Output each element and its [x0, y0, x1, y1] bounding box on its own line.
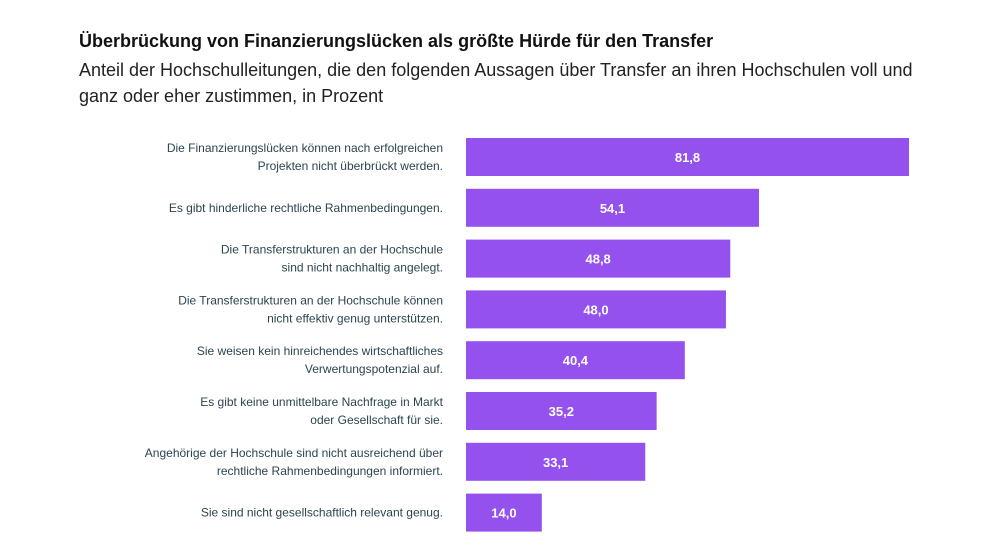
bar-value-label: 54,1 [600, 201, 625, 216]
bar [466, 341, 685, 380]
bar [466, 188, 759, 227]
bar-value-label: 35,2 [549, 404, 574, 419]
chart-title: Überbrückung von Finanzierungslücken als… [79, 31, 714, 51]
bar [466, 290, 726, 329]
category-label: Es gibt hinderliche rechtliche Rahmenbed… [169, 201, 443, 215]
bar-value-label: 40,4 [563, 353, 589, 368]
bar-value-label: 48,8 [585, 252, 610, 267]
bar [466, 493, 542, 532]
category-label: Die Finanzierungslücken können nach erfo… [167, 141, 443, 173]
bar-value-label: 33,1 [543, 455, 568, 470]
category-label: Sie sind nicht gesellschaftlich relevant… [201, 506, 443, 520]
category-label: Die Transferstrukturen an der Hochschule… [221, 243, 443, 275]
bar-value-label: 14,0 [491, 506, 516, 521]
bar-value-label: 81,8 [675, 150, 700, 165]
bar [466, 442, 646, 481]
bar [466, 138, 909, 176]
chart-subtitle: Anteil der Hochschulleitungen, die den f… [79, 60, 913, 106]
category-label: Die Transferstrukturen an der Hochschule… [178, 293, 443, 325]
category-label: Angehörige der Hochschule sind nicht aus… [145, 446, 443, 478]
bar [466, 239, 731, 278]
bar-value-label: 48,0 [583, 302, 608, 317]
bar [466, 392, 657, 430]
category-label: Sie weisen kein hinreichendes wirtschaft… [197, 344, 443, 376]
category-label: Es gibt keine unmittelbare Nachfrage in … [200, 395, 443, 427]
